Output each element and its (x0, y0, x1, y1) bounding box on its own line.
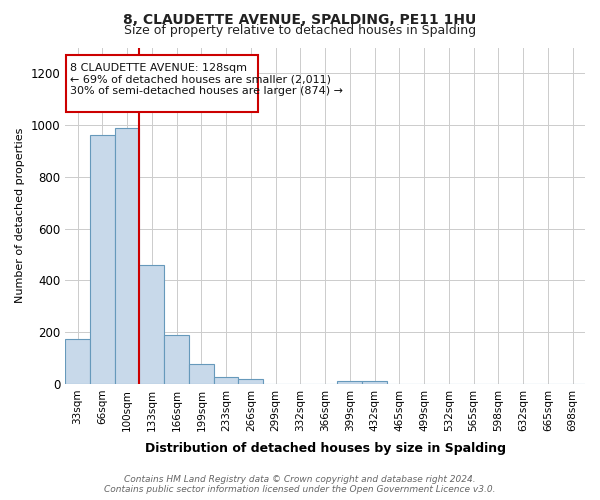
Bar (90, 136, 115, 384)
Bar (164, 334, 189, 384)
Bar (238, 379, 263, 384)
Bar (189, 364, 214, 384)
Y-axis label: Number of detached properties: Number of detached properties (15, 128, 25, 304)
Bar (362, 381, 387, 384)
Text: 30% of semi-detached houses are larger (874) →: 30% of semi-detached houses are larger (… (70, 86, 343, 97)
Text: 8 CLAUDETTE AVENUE: 128sqm: 8 CLAUDETTE AVENUE: 128sqm (70, 63, 247, 73)
Bar (214, 378, 238, 384)
X-axis label: Distribution of detached houses by size in Spalding: Distribution of detached houses by size … (145, 442, 506, 455)
Text: 8, CLAUDETTE AVENUE, SPALDING, PE11 1HU: 8, CLAUDETTE AVENUE, SPALDING, PE11 1HU (124, 12, 476, 26)
FancyBboxPatch shape (67, 56, 258, 112)
Bar (65, 338, 90, 384)
Text: Size of property relative to detached houses in Spalding: Size of property relative to detached ho… (124, 24, 476, 37)
Bar (139, 265, 164, 384)
Text: Contains HM Land Registry data © Crown copyright and database right 2024.
Contai: Contains HM Land Registry data © Crown c… (104, 474, 496, 494)
Bar (115, 128, 139, 384)
Bar (337, 382, 362, 384)
Text: ← 69% of detached houses are smaller (2,011): ← 69% of detached houses are smaller (2,… (70, 74, 331, 85)
